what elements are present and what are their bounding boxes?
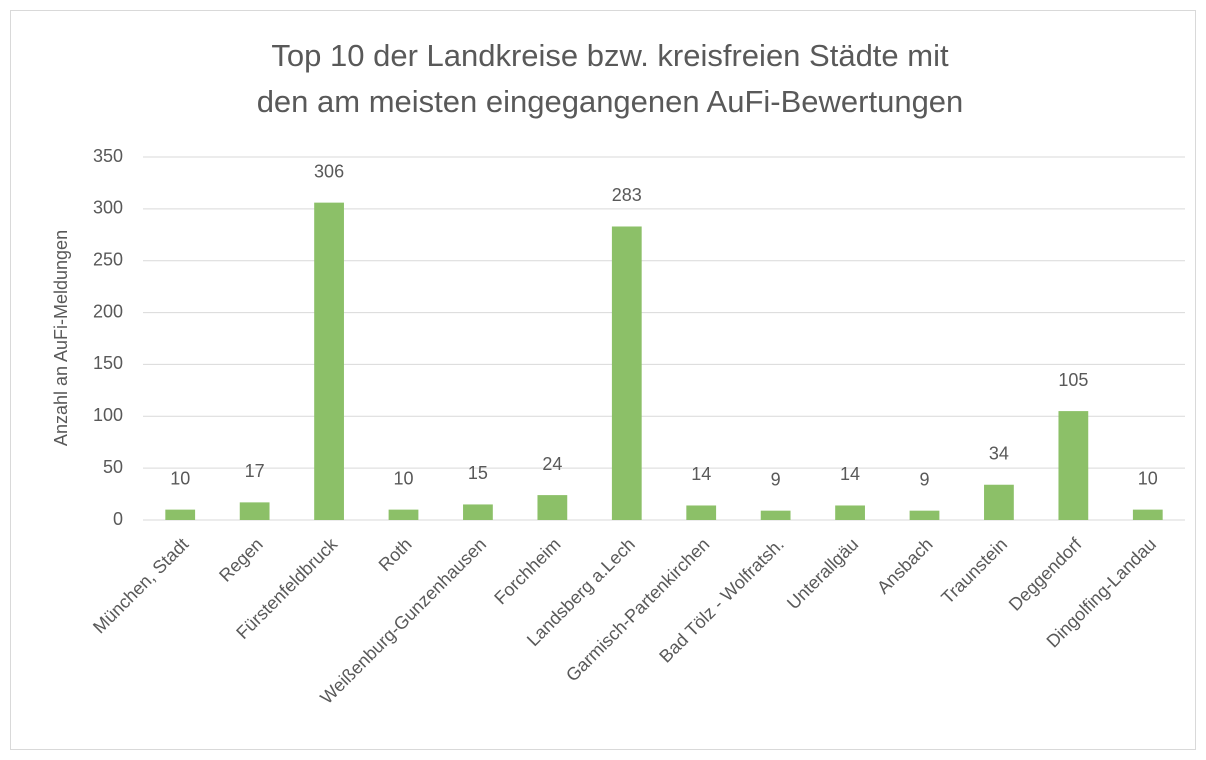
bar (909, 510, 940, 520)
bar (835, 505, 865, 520)
y-tick-label: 0 (113, 509, 123, 529)
bar (984, 484, 1014, 520)
bar (537, 495, 568, 520)
bar (686, 505, 717, 520)
data-label: 10 (393, 468, 413, 488)
data-label: 105 (1058, 370, 1088, 390)
bar (314, 202, 344, 521)
data-label: 34 (989, 443, 1009, 463)
data-label: 9 (919, 469, 929, 489)
y-tick-label: 100 (93, 405, 123, 425)
y-tick-label: 300 (93, 198, 123, 218)
data-label: 10 (1138, 468, 1158, 488)
y-tick-label: 50 (103, 457, 123, 477)
bar (388, 509, 419, 520)
bar (463, 504, 493, 520)
bar (611, 226, 642, 520)
data-label: 17 (245, 461, 265, 481)
y-tick-label: 350 (93, 146, 123, 166)
data-label: 306 (314, 161, 344, 181)
data-label: 14 (840, 464, 860, 484)
data-label: 15 (468, 463, 488, 483)
y-tick-label: 200 (93, 301, 123, 321)
y-axis-title: Anzahl an AuFi-Meldungen (51, 230, 71, 446)
data-label: 9 (771, 469, 781, 489)
data-label: 14 (691, 464, 711, 484)
bar (760, 510, 791, 520)
bar (165, 509, 196, 520)
bar (239, 502, 270, 520)
chart-border (10, 10, 1196, 750)
bar (1058, 411, 1089, 520)
chart-title: den am meisten eingegangenen AuFi-Bewert… (257, 84, 964, 119)
data-label: 24 (542, 454, 562, 474)
y-tick-label: 150 (93, 353, 123, 373)
chart-title: Top 10 der Landkreise bzw. kreisfreien S… (271, 38, 949, 73)
y-tick-label: 250 (93, 249, 123, 269)
bar (1132, 509, 1163, 520)
data-label: 283 (612, 185, 642, 205)
data-label: 10 (170, 468, 190, 488)
